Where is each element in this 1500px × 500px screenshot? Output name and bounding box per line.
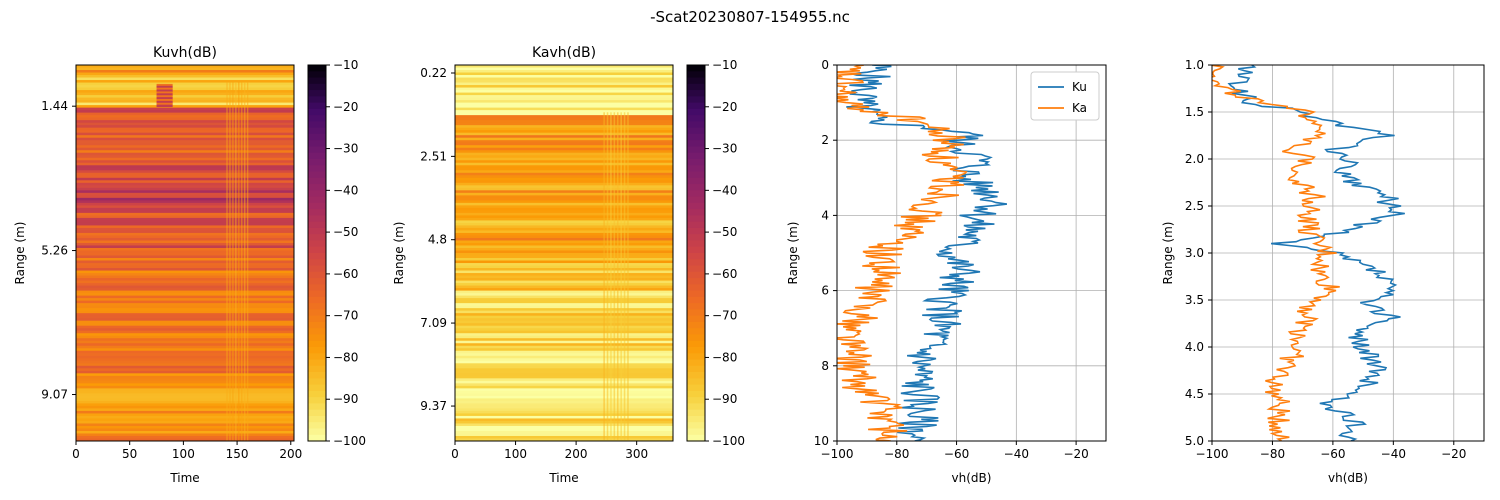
colorbar-tick-label: −40 bbox=[333, 183, 358, 197]
colorbar-tick-label: −60 bbox=[333, 267, 358, 281]
y-tick-label: 9.07 bbox=[41, 388, 68, 402]
line-plot-2-xlabel: vh(dB) bbox=[1328, 471, 1368, 485]
series-line-ku bbox=[1227, 65, 1405, 441]
heatmap-2-ylabel: Range (m) bbox=[392, 222, 406, 285]
y-tick-label: 2 bbox=[821, 133, 829, 147]
line-plot-1-frame bbox=[836, 64, 1107, 442]
x-tick-label: −100 bbox=[1196, 447, 1229, 461]
x-tick-label: −20 bbox=[1063, 447, 1088, 461]
colorbar-tick-label: −30 bbox=[712, 142, 737, 156]
y-tick-label: 2.0 bbox=[1185, 152, 1204, 166]
colorbar-tick-label: −30 bbox=[333, 142, 358, 156]
x-tick-label: −40 bbox=[1004, 447, 1029, 461]
y-tick-label: 1.44 bbox=[41, 99, 68, 113]
y-tick-label: 3.0 bbox=[1185, 246, 1204, 260]
colorbar-tick-label: −70 bbox=[712, 309, 737, 323]
colorbar-tick-label: −80 bbox=[333, 350, 358, 364]
x-tick-label: 50 bbox=[122, 447, 137, 461]
colorbar-tick-label: −50 bbox=[712, 225, 737, 239]
y-tick-label: 3.5 bbox=[1185, 293, 1204, 307]
colorbar-tick-label: −10 bbox=[712, 58, 737, 72]
y-tick-label: 1.0 bbox=[1185, 58, 1204, 72]
x-tick-label: 100 bbox=[504, 447, 527, 461]
y-tick-label: 4 bbox=[821, 208, 829, 222]
colorbar-tick-label: −60 bbox=[712, 267, 737, 281]
colorbar-tick-label: −100 bbox=[712, 434, 745, 448]
x-tick-label: −60 bbox=[944, 447, 969, 461]
heatmap-2-image bbox=[455, 65, 673, 441]
y-tick-label: 4.5 bbox=[1185, 387, 1204, 401]
y-tick-label: 0.22 bbox=[420, 66, 447, 80]
heatmap-2-xlabel: Time bbox=[548, 471, 578, 485]
heatmap-1-ylabel: Range (m) bbox=[13, 222, 27, 285]
y-tick-label: 1.5 bbox=[1185, 105, 1204, 119]
y-tick-label: 9.37 bbox=[420, 399, 447, 413]
x-tick-label: −40 bbox=[1381, 447, 1406, 461]
series-line-ka bbox=[1212, 65, 1340, 441]
y-tick-label: 6 bbox=[821, 284, 829, 298]
heatmap-1-title: Kuvh(dB) bbox=[153, 45, 217, 61]
y-tick-label: 8 bbox=[821, 359, 829, 373]
colorbar-tick-label: −10 bbox=[333, 58, 358, 72]
colorbar-tick-label: −20 bbox=[333, 100, 358, 114]
y-tick-label: 5.26 bbox=[41, 244, 68, 258]
colorbar-tick-label: −40 bbox=[712, 183, 737, 197]
x-tick-label: 0 bbox=[451, 447, 459, 461]
legend-label: Ku bbox=[1072, 80, 1087, 94]
series-line-ka bbox=[837, 65, 968, 441]
x-tick-label: −80 bbox=[884, 447, 909, 461]
x-tick-label: 100 bbox=[172, 447, 195, 461]
x-tick-label: −80 bbox=[1260, 447, 1285, 461]
x-tick-label: −100 bbox=[821, 447, 854, 461]
colorbar-tick-label: −50 bbox=[333, 225, 358, 239]
y-tick-label: 5.0 bbox=[1185, 434, 1204, 448]
x-tick-label: −60 bbox=[1320, 447, 1345, 461]
legend: Ku Ka bbox=[1030, 71, 1100, 121]
line-plot-2-ylabel: Range (m) bbox=[1161, 222, 1175, 285]
y-tick-label: 0 bbox=[821, 58, 829, 72]
x-tick-label: −20 bbox=[1441, 447, 1466, 461]
line-plot-1-xlabel: vh(dB) bbox=[952, 471, 992, 485]
colorbar-1 bbox=[307, 64, 327, 442]
series-line-ku bbox=[846, 65, 1008, 441]
colorbar-2 bbox=[686, 64, 706, 442]
colorbar-tick-label: −90 bbox=[333, 392, 358, 406]
x-tick-label: 200 bbox=[279, 447, 302, 461]
y-tick-label: 4.8 bbox=[428, 233, 447, 247]
heatmap-1-frame bbox=[75, 64, 295, 442]
colorbar-tick-label: −90 bbox=[712, 392, 737, 406]
y-tick-label: 10 bbox=[814, 434, 829, 448]
x-tick-label: 200 bbox=[565, 447, 588, 461]
figure-suptitle: -Scat20230807-154955.nc bbox=[650, 8, 850, 26]
y-tick-label: 2.5 bbox=[1185, 199, 1204, 213]
legend-label: Ka bbox=[1072, 101, 1087, 115]
colorbar-tick-label: −100 bbox=[333, 434, 366, 448]
y-tick-label: 4.0 bbox=[1185, 340, 1204, 354]
x-tick-label: 150 bbox=[226, 447, 249, 461]
x-tick-label: 0 bbox=[72, 447, 80, 461]
colorbar-tick-label: −80 bbox=[712, 350, 737, 364]
colorbar-tick-label: −20 bbox=[712, 100, 737, 114]
heatmap-2-title: Kavh(dB) bbox=[532, 45, 596, 61]
y-tick-label: 7.09 bbox=[420, 316, 447, 330]
y-tick-label: 2.51 bbox=[420, 149, 447, 163]
heatmap-1-image bbox=[76, 65, 294, 441]
heatmap-2-frame bbox=[454, 64, 674, 442]
colorbar-tick-label: −70 bbox=[333, 309, 358, 323]
x-tick-label: 300 bbox=[625, 447, 648, 461]
heatmap-1-xlabel: Time bbox=[169, 471, 199, 485]
line-plot-1-ylabel: Range (m) bbox=[786, 222, 800, 285]
